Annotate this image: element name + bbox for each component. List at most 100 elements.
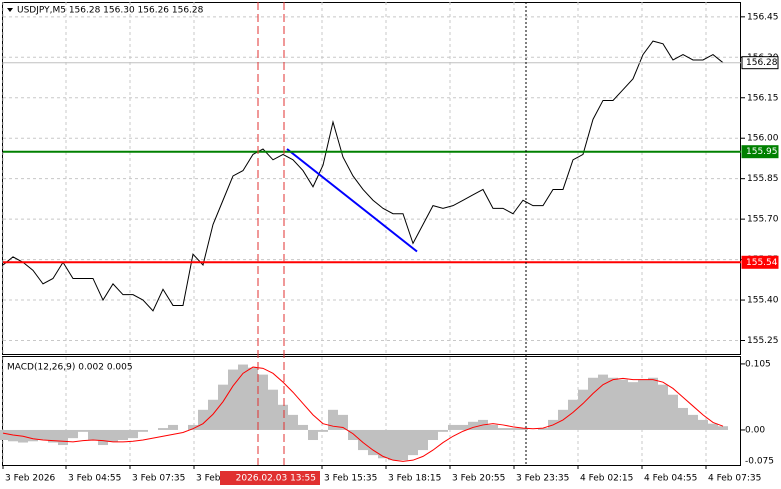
macd-bar [718,426,728,430]
macd-bar [508,428,518,430]
y-tick-label: 155.85 [747,174,779,184]
macd-bar [518,428,528,430]
y-tick-label: 155.40 [747,296,779,306]
x-tick-label: 4 Feb 04:55 [644,474,697,484]
macd-bar [258,374,268,430]
macd-bar [88,429,98,441]
macd-bar [298,424,308,430]
data [0,40,728,462]
macd-bar [618,379,628,430]
crosshair-label-box [220,471,320,485]
x-tick-label: 3 Feb 18:15 [388,474,441,484]
level-label-box [741,56,779,70]
macd-bar [158,428,168,430]
macd-bar [598,374,608,430]
y-tick-label: 155.70 [747,215,779,225]
macd-bar [318,429,328,432]
y-tick-label: 0.00 [745,425,765,435]
macd-bar [28,429,38,442]
macd-bar [248,367,258,430]
macd-bar [678,407,688,430]
macd-bar [708,423,718,430]
level-label-box [741,255,779,269]
macd-bar [128,429,138,439]
macd-bar [398,429,408,461]
macd-bar [188,424,198,430]
macd-bar [228,369,238,430]
macd-bar [358,429,368,451]
macd-bar [98,429,108,446]
macd-bar [238,364,248,430]
macd-bar [138,429,148,432]
y-tick-label: 0.105 [745,359,771,369]
x-tick-label: 3 Feb 15:35 [324,474,377,484]
macd-bar [488,424,498,430]
macd-bar [58,429,68,446]
y-tick-label: 156.15 [747,93,779,103]
macd-bar [608,377,618,430]
macd-bar [418,429,428,451]
price-line [2,40,724,312]
macd-bar [458,424,468,430]
x-tick-label: 3 Feb 23:35 [516,474,569,484]
macd-bar [578,389,588,430]
macd-bar [538,428,548,430]
macd-bar [8,429,18,442]
macd-bar [438,429,448,432]
y-tick-label: 156.45 [747,12,779,22]
x-tick-label: 3 Feb 07:35 [132,474,185,484]
symbol-header: USDJPY,M5 156.28 156.30 156.26 156.28 [17,6,204,16]
macd-bar [308,429,318,441]
macd-bar [198,409,208,430]
macd-bar [388,429,398,461]
macd-bar [78,429,88,432]
macd-bar [38,429,48,441]
level-label: 155.54 [746,258,778,268]
macd-bar [378,429,388,459]
macd-label: MACD(12,26,9) 0.002 0.005 [7,363,133,373]
y-tick-label: 155.25 [747,336,779,346]
macd-bar [368,429,378,456]
macd-bar [568,399,578,430]
macd-bar [588,377,598,430]
macd-bar [278,404,288,430]
level-label: 156.28 [746,58,778,68]
x-tick-label: 3 Feb 04:55 [68,474,121,484]
x-tick-label: 4 Feb 07:35 [708,474,761,484]
macd-bar [468,421,478,430]
y-tick-label: 156.00 [747,134,779,144]
x-tick-label: 3 Feb 20:55 [452,474,505,484]
macd-bar [348,429,358,441]
macd-bar [698,419,708,430]
x-tick-label: 4 Feb 02:15 [580,474,633,484]
macd-bar [328,409,338,430]
macd-bar [118,429,128,441]
macd-bar [448,424,458,430]
macd-bar [168,424,178,430]
trend-line [286,148,418,253]
macd-bar [648,377,658,430]
menu-arrow [7,8,13,12]
macd-min-label: -0.075 [745,457,774,467]
macd-bar [428,429,438,441]
macd-bar [68,429,78,439]
macd-bar [498,428,508,430]
macd-bar [628,382,638,430]
signal-line [2,366,724,462]
grid: 156.45156.30156.15156.00155.85155.70155.… [2,2,779,469]
macd-bar [48,429,58,443]
x-tick-label: 3 Feb 2026 [5,474,56,484]
macd-bar [658,384,668,430]
macd-bar [108,429,118,442]
level-label-box [741,145,779,159]
macd-bar [0,429,8,441]
macd-bar [338,414,348,430]
macd-bar [408,429,418,456]
macd-bar [288,414,298,430]
macd-bar [218,384,228,430]
macd-bar [668,394,678,430]
macd-bar [268,389,278,430]
